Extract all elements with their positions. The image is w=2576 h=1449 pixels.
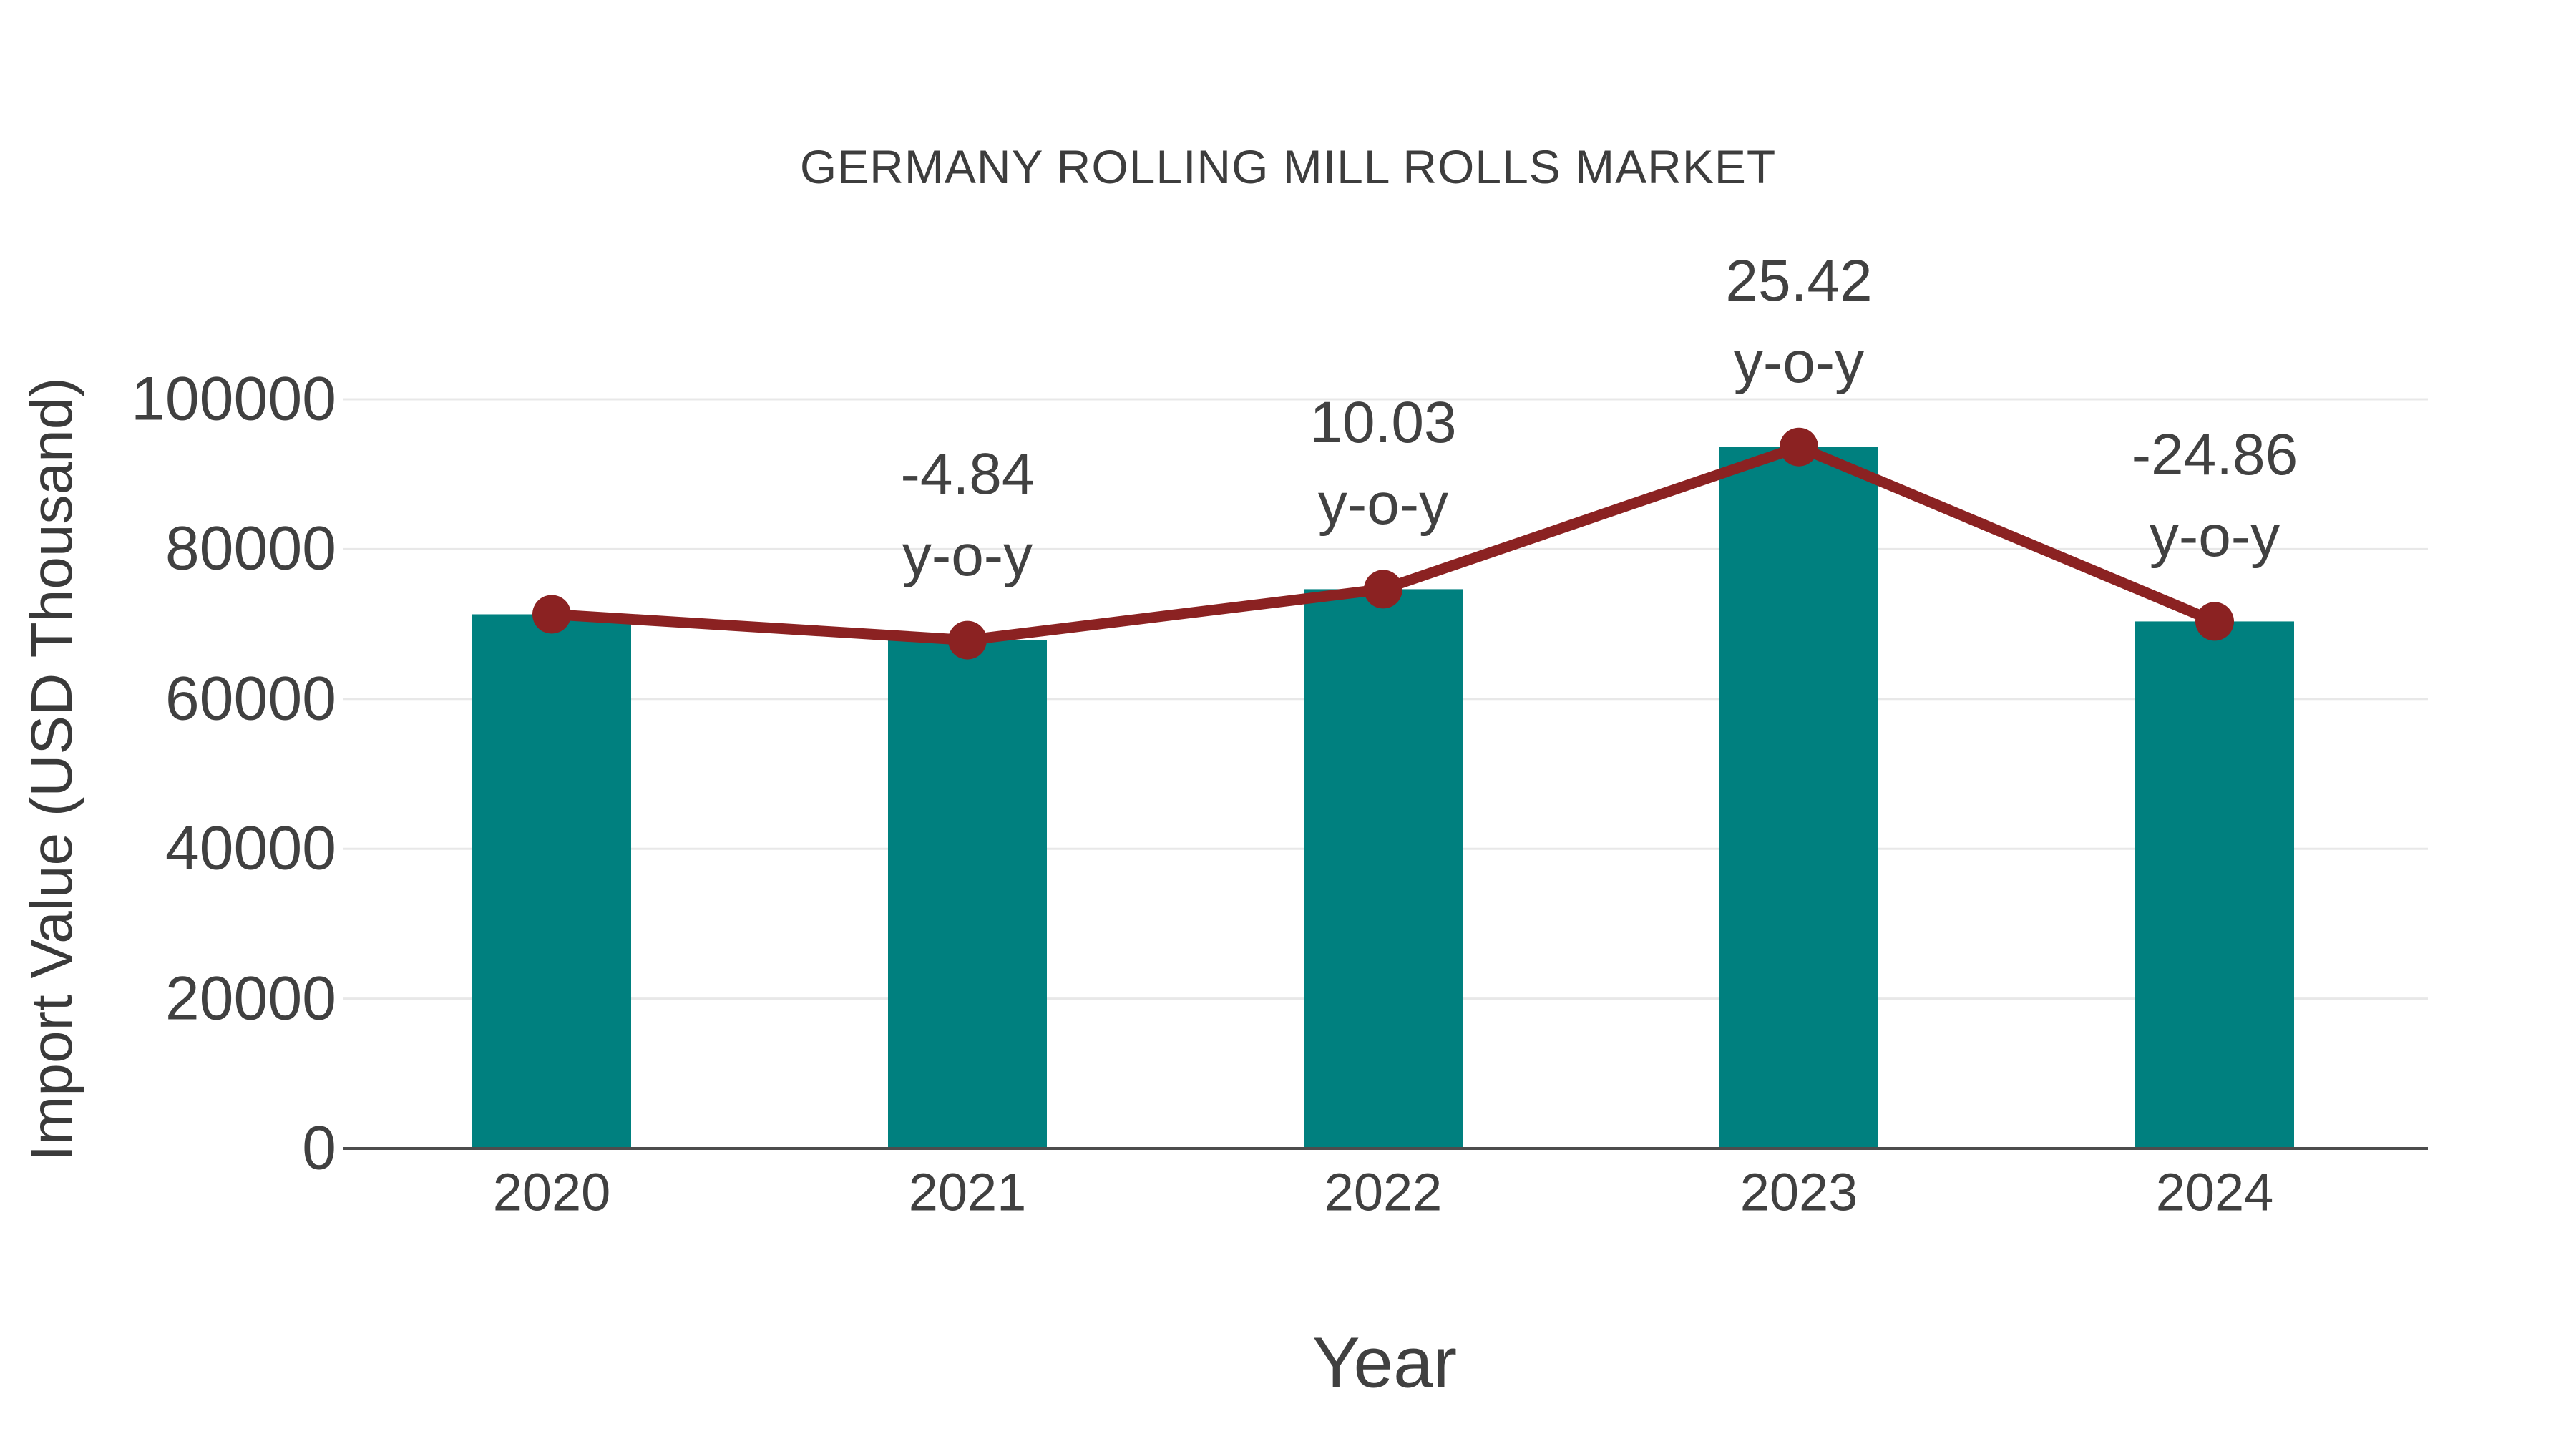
data-point-2024 [2195, 602, 2234, 641]
x-tick-label-2020: 2020 [492, 1162, 611, 1222]
bar-2020 [472, 614, 631, 1148]
x-tick-label-2024: 2024 [2155, 1162, 2274, 1222]
yoy-suffix-2024: y-o-y [2149, 504, 2280, 570]
yoy-suffix-2022: y-o-y [1317, 472, 1449, 537]
bar-2023 [1719, 447, 1878, 1148]
data-point-2022 [1364, 570, 1402, 609]
data-point-2023 [1780, 427, 1818, 467]
data-point-2020 [532, 595, 571, 634]
x-tick-label-2021: 2021 [908, 1162, 1027, 1222]
x-axis-title: Year [1312, 1322, 1458, 1403]
yoy-value-2021: -4.84 [900, 441, 1035, 507]
yoy-value-2022: 10.03 [1309, 390, 1457, 456]
yoy-suffix-2023: y-o-y [1733, 329, 1865, 395]
y-axis-title: Import Value (USD Thousand) [19, 377, 84, 1161]
y-tick-label-0: 0 [302, 1113, 336, 1183]
y-tick-label-60000: 60000 [165, 664, 336, 733]
bar-2024 [2135, 621, 2294, 1148]
chart-title: GERMANY ROLLING MILL ROLLS MARKET [799, 140, 1777, 193]
x-tick-label-2023: 2023 [1740, 1162, 1858, 1222]
bar-2022 [1304, 589, 1463, 1148]
y-tick-label-20000: 20000 [165, 964, 336, 1033]
yoy-value-2024: -24.86 [2131, 422, 2298, 488]
x-tick-label-2022: 2022 [1324, 1162, 1443, 1222]
data-point-2021 [948, 620, 987, 660]
yoy-value-2023: 25.42 [1725, 248, 1873, 313]
y-tick-label-100000: 100000 [131, 364, 336, 434]
bar-2021 [888, 640, 1047, 1148]
y-tick-label-40000: 40000 [165, 814, 336, 883]
y-tick-label-80000: 80000 [165, 514, 336, 583]
yoy-suffix-2021: y-o-y [902, 522, 1033, 588]
